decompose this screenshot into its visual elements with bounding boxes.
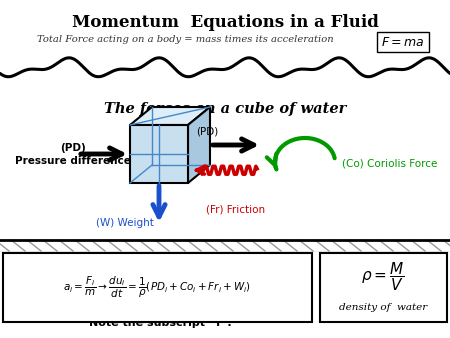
Text: (Fr) Friction: (Fr) Friction bbox=[206, 205, 265, 215]
Text: density of  water: density of water bbox=[339, 303, 427, 312]
FancyBboxPatch shape bbox=[320, 252, 446, 321]
Text: $\rho = \dfrac{M}{V}$: $\rho = \dfrac{M}{V}$ bbox=[361, 261, 405, 293]
Text: (W) Weight: (W) Weight bbox=[96, 218, 154, 228]
Text: (Co) Coriolis Force: (Co) Coriolis Force bbox=[342, 158, 437, 168]
Text: The forces on a cube of water: The forces on a cube of water bbox=[104, 102, 346, 116]
Text: (PD)
Pressure difference: (PD) Pressure difference bbox=[15, 143, 131, 166]
Text: Total Force acting on a body = mass times its acceleration: Total Force acting on a body = mass time… bbox=[36, 35, 333, 44]
Polygon shape bbox=[188, 107, 210, 183]
Text: $a_i = \dfrac{F_i}{m} \rightarrow \dfrac{du_i}{dt} = \dfrac{1}{\rho}(PD_i + Co_i: $a_i = \dfrac{F_i}{m} \rightarrow \dfrac… bbox=[63, 274, 251, 299]
Text: Note the subscript “i”.: Note the subscript “i”. bbox=[89, 318, 231, 328]
Polygon shape bbox=[130, 107, 210, 125]
Text: (PD): (PD) bbox=[196, 127, 218, 137]
Polygon shape bbox=[130, 125, 188, 183]
Text: Momentum  Equations in a Fluid: Momentum Equations in a Fluid bbox=[72, 14, 378, 31]
FancyBboxPatch shape bbox=[3, 252, 311, 321]
Text: $F = ma$: $F = ma$ bbox=[381, 35, 425, 48]
